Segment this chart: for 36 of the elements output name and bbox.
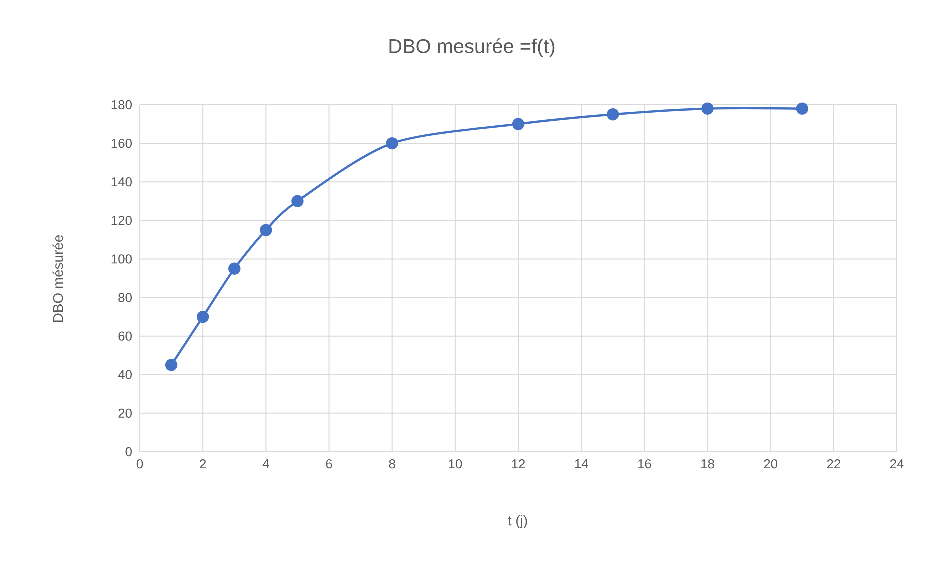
point <box>607 108 620 121</box>
point <box>260 224 272 236</box>
y-tick-label: 160 <box>112 138 132 148</box>
y-tick-label: 120 <box>112 216 132 226</box>
y-tick-label: 80 <box>118 293 132 302</box>
x-tick-label: 4 <box>262 460 270 468</box>
x-tick-label: 24 <box>890 460 904 469</box>
y-tick-label: 40 <box>118 370 132 380</box>
y-tick-label: 140 <box>112 178 132 187</box>
point <box>292 195 304 208</box>
y-tick-label: 60 <box>118 332 132 341</box>
x-tick-label: 10 <box>449 460 462 469</box>
x-tick-label: 0 <box>136 460 144 469</box>
x-tick-label: 12 <box>512 460 526 469</box>
x-tick-label: 20 <box>764 460 778 469</box>
y-tick-label: 180 <box>112 100 132 110</box>
x-tick-label: 18 <box>702 460 714 469</box>
y-tick-label: 0 <box>126 447 132 457</box>
x-tick-label: 2 <box>200 460 206 469</box>
point <box>512 118 525 130</box>
x-axis-title: t (j) <box>508 515 528 528</box>
x-tick-label: 8 <box>389 460 396 469</box>
x-tick-label: 14 <box>575 460 588 468</box>
y-axis-title: DBO mésurée <box>52 235 64 322</box>
y-tick-label: 20 <box>118 408 132 418</box>
chart-title: DBO mesurée =f(t) <box>390 38 555 58</box>
point <box>386 137 398 150</box>
x-tick-label: 22 <box>827 460 840 469</box>
point <box>702 102 714 115</box>
x-tick-label: 16 <box>638 460 652 469</box>
point <box>196 310 210 324</box>
y-tick-label: 100 <box>112 254 132 264</box>
x-tick-label: 6 <box>326 460 332 469</box>
point <box>796 102 808 115</box>
point <box>165 359 178 372</box>
point <box>228 262 241 275</box>
